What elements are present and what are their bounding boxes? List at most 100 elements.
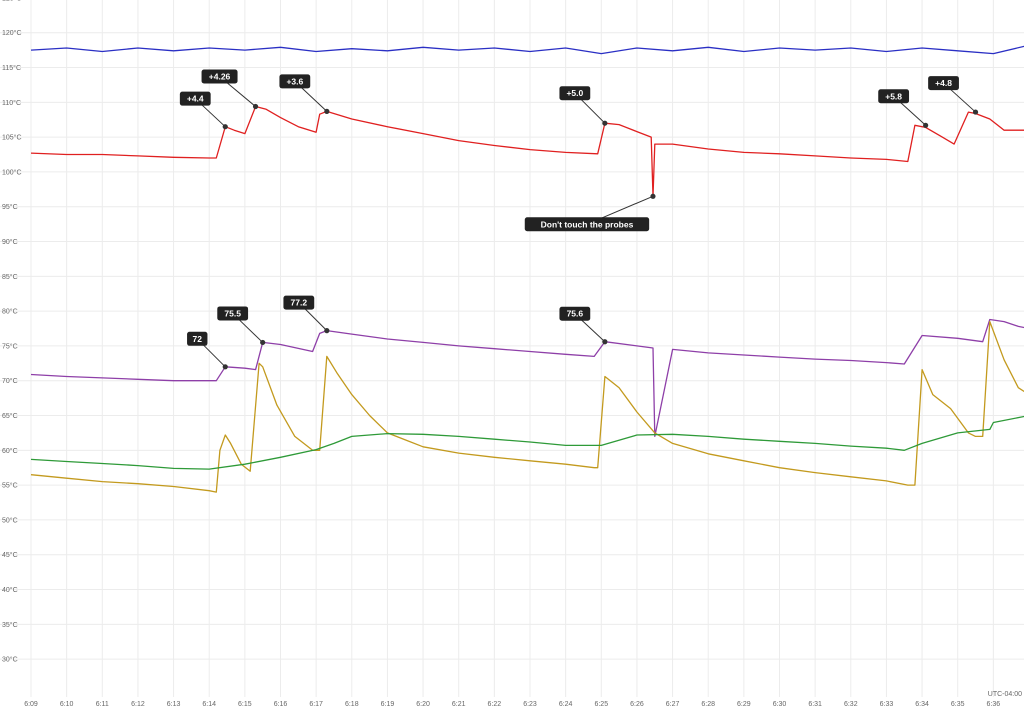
series-line-2 [30,105,1024,197]
annotation-callout: 75.6 [559,306,608,345]
x-tick-label: 6:17 [309,701,323,708]
series-line-4 [30,320,1024,493]
x-tick-label: 6:13 [167,701,181,708]
x-tick-label: 6:19 [381,701,395,708]
annotation-callout: 72 [187,331,228,370]
x-tick-label: 6:18 [345,701,359,708]
x-tick-label: 6:30 [773,701,787,708]
annotation-box [524,217,650,232]
y-tick-label: 70°C [2,377,18,385]
y-tick-label: 55°C [2,482,18,490]
annotation-point [602,120,608,126]
x-tick-label: 6:36 [987,701,1001,708]
annotation-point [324,328,330,334]
x-tick-label: 6:14 [202,701,216,708]
annotation-box [179,91,211,106]
y-tick-label: 85°C [2,273,18,281]
y-tick-label: 115°C [2,64,21,72]
x-tick-label: 6:33 [880,701,894,708]
y-tick-label: 100°C [2,168,22,176]
annotation-box [187,331,208,346]
annotation-callout: Don't touch the probes [524,193,656,232]
annotation-label: +5.0 [566,88,583,98]
x-tick-label: 6:34 [915,701,929,708]
annotations: +4.4 +4.26 +3.6 +5.0 Don't touch the probes +… [179,69,979,370]
x-axis: 6:09 6:10 6:11 6:12 6:13 6:14 6:15 6:16 6:17 6:18… [24,701,1000,708]
x-tick-label: 6:32 [844,701,858,708]
annotation-label: 75.6 [567,309,584,319]
annotation-label: +4.8 [935,78,952,88]
annotation-box [559,86,591,101]
x-tick-label: 6:15 [238,701,252,708]
y-tick-label: 65°C [2,412,18,420]
x-tick-label: 6:10 [60,701,74,708]
series-line-3 [30,318,1024,438]
y-tick-label: 125°C [2,0,22,2]
annotation-label: Don't touch the probes [541,219,634,229]
annotation-label: +4.4 [187,94,204,104]
annotation-callout: +4.26 [201,69,259,110]
y-tick-label: 90°C [2,238,18,246]
annotation-callout: +4.8 [928,76,979,115]
annotation-label: +3.6 [286,76,303,86]
annotation-point [222,364,228,370]
x-tick-label: 6:20 [416,701,430,708]
y-tick-label: 105°C [2,134,22,142]
annotation-point [602,339,608,345]
x-tick-label: 6:23 [523,701,537,708]
annotation-point [260,339,266,346]
annotation-point [252,103,259,110]
annotation-callout: +5.8 [878,89,929,128]
y-tick-label: 80°C [2,308,18,316]
annotation-point [324,108,330,114]
annotation-box [279,74,311,89]
annotation-label: +5.8 [885,91,902,101]
x-tick-label: 6:35 [951,701,965,708]
y-tick-label: 50°C [2,516,18,524]
annotation-box [878,89,910,104]
annotation-label: +4.26 [209,71,231,81]
annotation-box [559,306,591,321]
x-tick-label: 6:11 [96,701,109,708]
y-axis: 125°C 120°C 115°C 110°C 105°C 100°C 95°C 90°C 85… [2,0,22,664]
x-tick-label: 6:21 [452,701,466,708]
annotation-point [972,109,979,115]
y-tick-label: 30°C [2,656,18,664]
annotation-box [283,295,315,310]
series-line-1 [30,45,1024,55]
annotation-box [201,69,238,84]
annotation-callout: 75.5 [217,306,266,346]
annotation-label: 75.5 [224,308,241,318]
y-tick-label: 40°C [2,586,18,594]
x-tick-label: 6:25 [594,701,608,708]
y-tick-label: 75°C [2,342,18,350]
y-tick-label: 45°C [2,551,18,559]
x-tick-label: 6:31 [808,701,822,708]
y-tick-label: 120°C [2,29,22,37]
x-tick-label: 6:12 [131,701,145,708]
annotation-label: 72 [193,334,203,344]
x-tick-label: 6:26 [630,701,644,708]
y-tick-label: 95°C [2,203,18,211]
y-tick-label: 60°C [2,447,18,455]
x-tick-label: 6:29 [737,701,751,708]
series-line-5 [30,415,1024,470]
x-tick-label: 6:16 [274,701,288,708]
timezone-label: UTC-04:00 [988,691,1022,698]
annotation-point [923,122,929,128]
y-tick-label: 35°C [2,621,18,629]
annotation-label: 77.2 [291,298,308,308]
x-tick-label: 6:09 [24,701,38,708]
x-tick-label: 6:24 [559,701,573,708]
annotation-box [217,306,249,321]
annotation-box [928,76,959,91]
x-tick-label: 6:28 [701,701,715,708]
annotation-callout: 77.2 [283,295,330,334]
annotation-callout: +4.4 [179,91,228,130]
annotation-callout: +5.0 [559,86,608,126]
annotation-callout: +3.6 [279,74,330,114]
x-tick-label: 6:27 [666,701,680,708]
annotation-point [650,193,656,199]
